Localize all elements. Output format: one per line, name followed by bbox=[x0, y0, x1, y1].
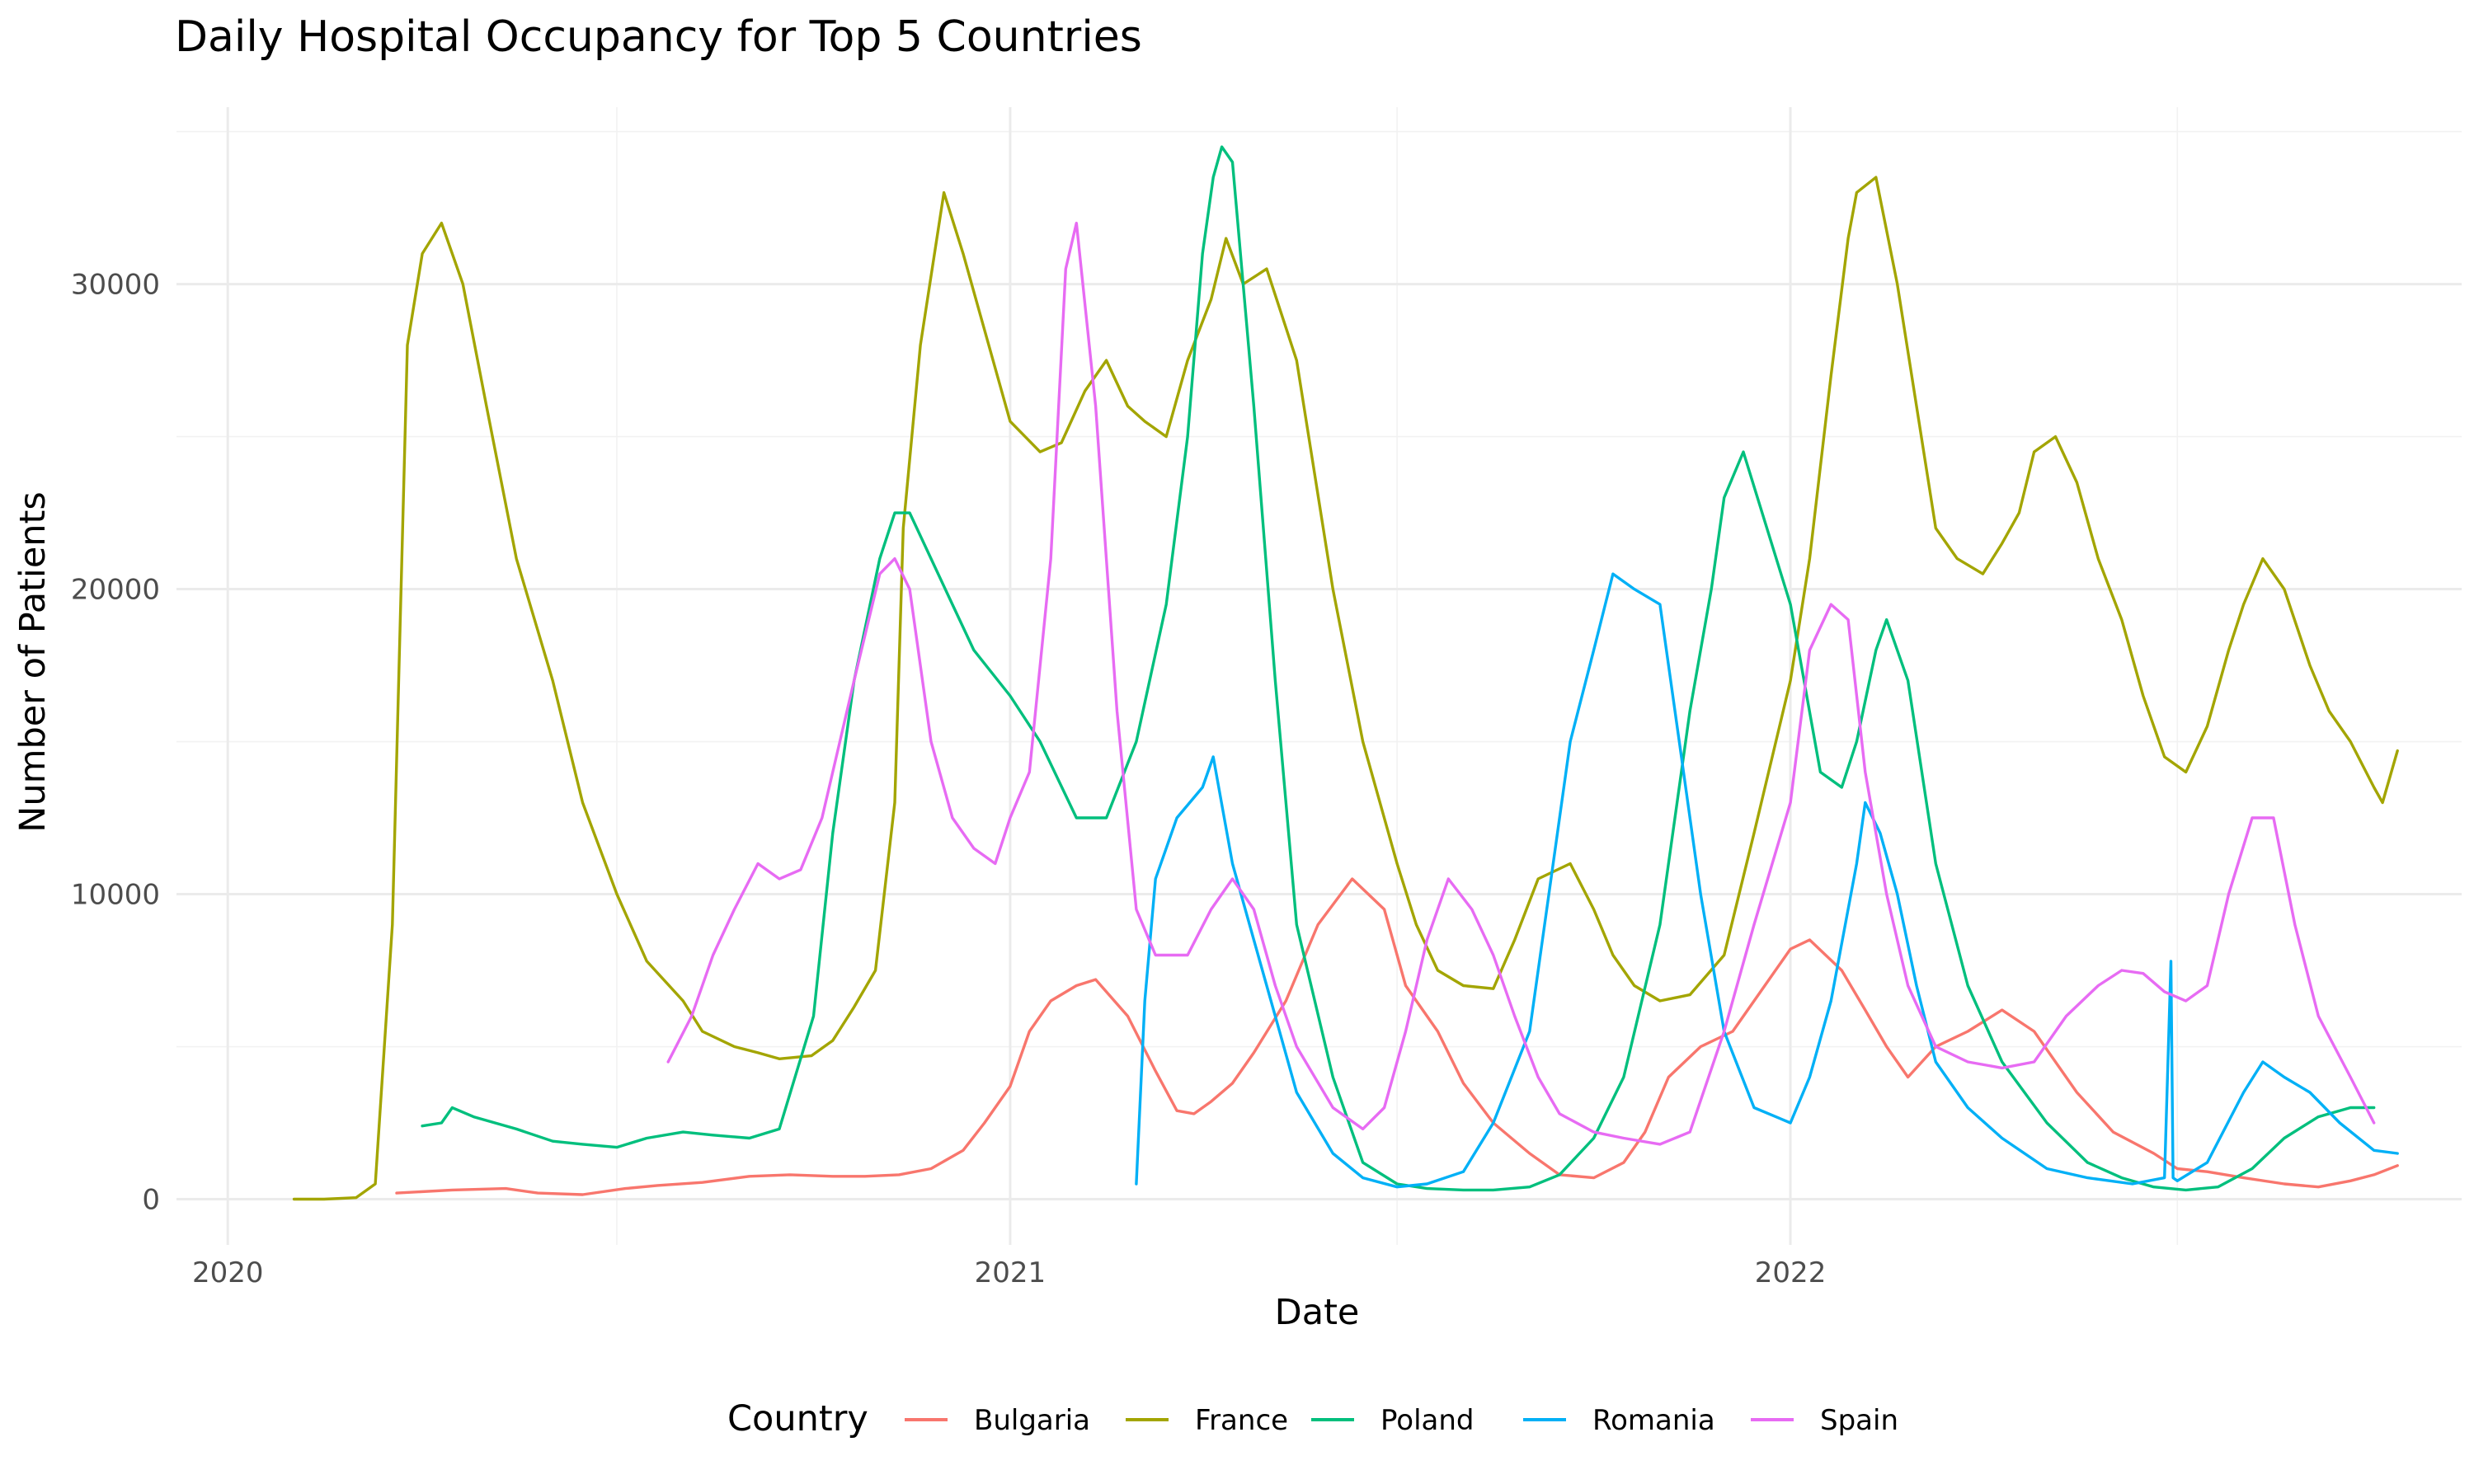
x-tick-label: 2021 bbox=[975, 1256, 1047, 1289]
legend-item-romania: Romania bbox=[1523, 1404, 1715, 1437]
legend-label: Romania bbox=[1592, 1404, 1715, 1437]
legend-item-france: France bbox=[1126, 1404, 1288, 1437]
x-axis-ticks: 2020 2021 2022 bbox=[192, 1256, 1826, 1289]
series-line-poland bbox=[421, 145, 2376, 1192]
series-line-romania bbox=[1135, 572, 2399, 1189]
legend: Country Bulgaria France Poland Romania Spain bbox=[727, 1398, 1898, 1439]
legend-item-bulgaria: Bulgaria bbox=[905, 1404, 1090, 1437]
y-tick-label: 0 bbox=[142, 1184, 160, 1217]
y-tick-label: 30000 bbox=[71, 269, 160, 302]
series-line-spain bbox=[666, 221, 2376, 1146]
y-axis-title: Number of Patients bbox=[12, 491, 54, 833]
legend-label: Bulgaria bbox=[974, 1404, 1090, 1437]
legend-label: Poland bbox=[1380, 1404, 1475, 1437]
chart-title: Daily Hospital Occupancy for Top 5 Count… bbox=[175, 12, 1142, 62]
series-layer bbox=[292, 145, 2399, 1201]
legend-item-spain: Spain bbox=[1751, 1404, 1898, 1437]
legend-item-poland: Poland bbox=[1311, 1404, 1475, 1437]
x-axis-title: Date bbox=[1275, 1292, 1360, 1333]
x-tick-label: 2020 bbox=[192, 1256, 264, 1289]
series-line-france bbox=[292, 176, 2399, 1201]
legend-label: Spain bbox=[1820, 1404, 1898, 1437]
series-line-bulgaria bbox=[395, 877, 2399, 1196]
y-tick-label: 10000 bbox=[71, 879, 160, 912]
y-axis-ticks: 0 10000 20000 30000 bbox=[71, 269, 160, 1217]
grid bbox=[176, 107, 2462, 1245]
legend-title: Country bbox=[727, 1398, 868, 1439]
legend-label: France bbox=[1195, 1404, 1288, 1437]
y-tick-label: 20000 bbox=[71, 574, 160, 607]
x-tick-label: 2022 bbox=[1755, 1256, 1827, 1289]
